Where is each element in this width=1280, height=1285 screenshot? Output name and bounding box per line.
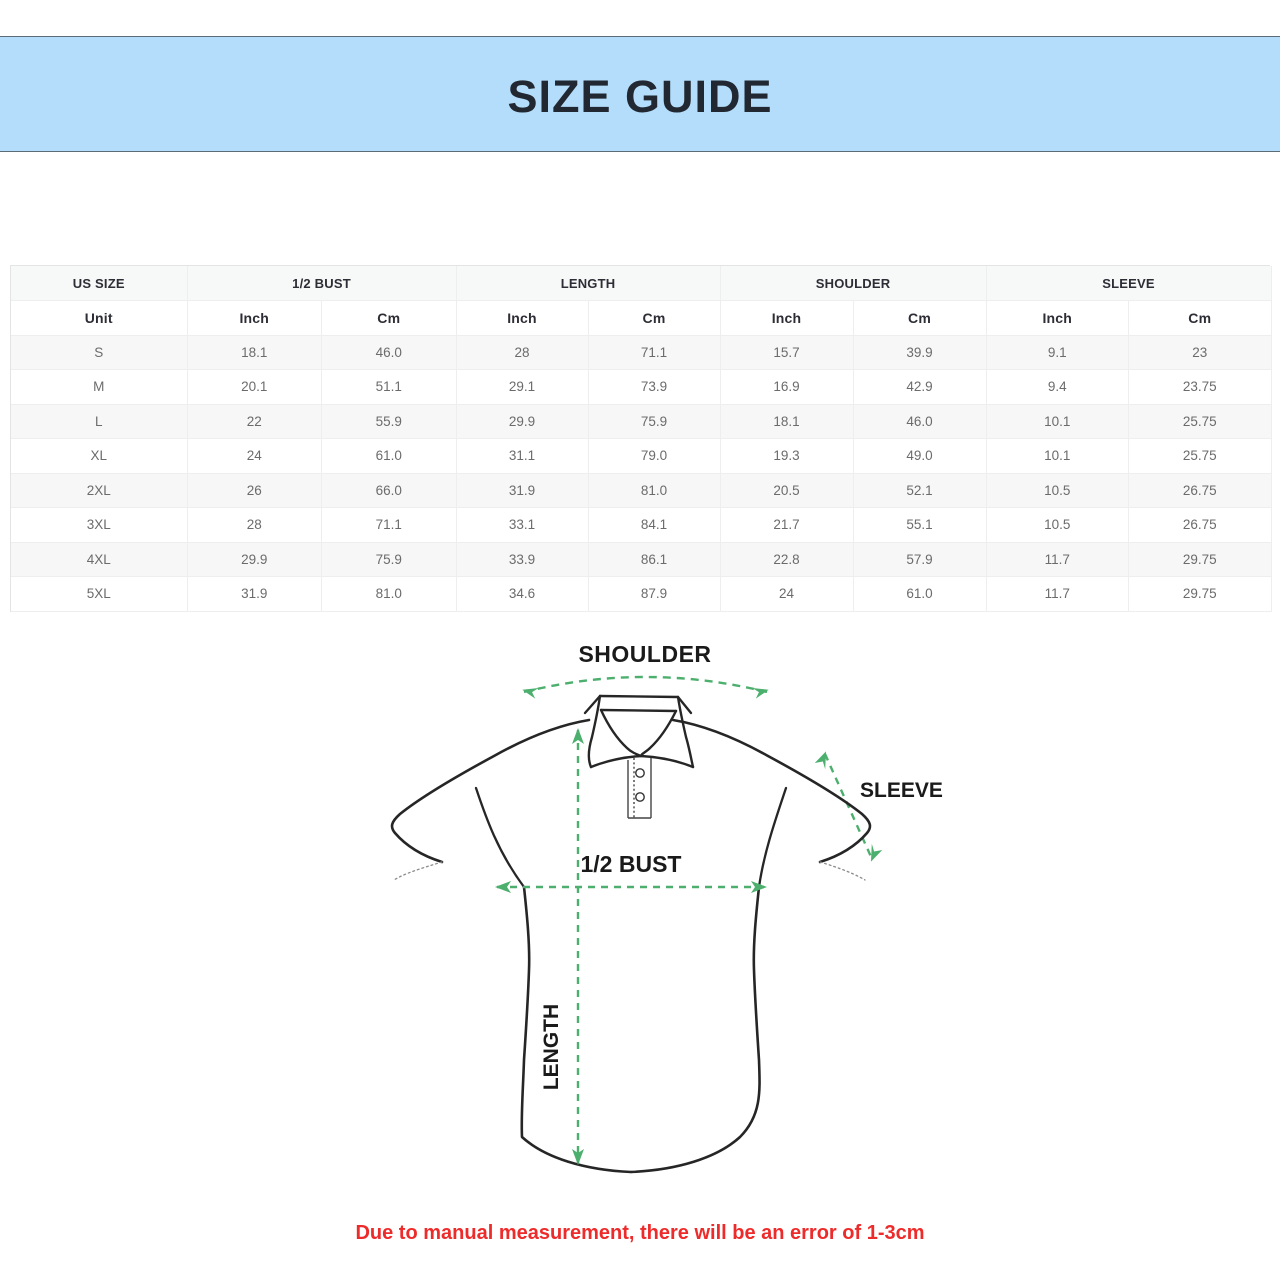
svg-text:SLEEVE: SLEEVE — [860, 779, 943, 802]
svg-text:LENGTH: LENGTH — [540, 1004, 563, 1090]
svg-text:1/2 BUST: 1/2 BUST — [581, 851, 682, 877]
svg-text:SHOULDER: SHOULDER — [578, 641, 711, 667]
